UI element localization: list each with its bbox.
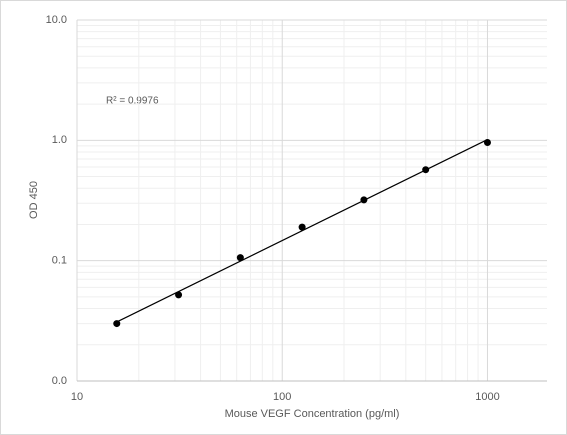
y-tick-label: 0.1 <box>52 255 67 267</box>
x-tick-label: 100 <box>273 391 291 403</box>
point <box>113 320 121 328</box>
y-tick-label: 0.0 <box>52 375 67 387</box>
point <box>422 166 430 174</box>
point <box>236 254 244 262</box>
point <box>483 138 491 146</box>
annotation: R² = 0.9976 <box>106 96 159 107</box>
y-axis-label: OD 450 <box>28 181 40 219</box>
y-tick-label: 1.0 <box>52 134 67 146</box>
point <box>298 223 306 231</box>
y-tick-label: 10.0 <box>46 14 67 26</box>
x-axis-label: Mouse VEGF Concentration (pg/ml) <box>225 408 400 420</box>
point <box>175 291 183 299</box>
point <box>360 196 368 204</box>
x-tick-label: 1000 <box>475 391 499 403</box>
x-tick-label: 10 <box>71 391 83 403</box>
